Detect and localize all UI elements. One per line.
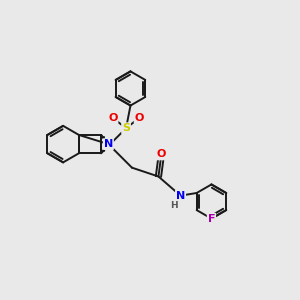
- Text: O: O: [108, 113, 118, 123]
- Text: N: N: [176, 190, 185, 201]
- Text: O: O: [157, 149, 166, 159]
- Text: O: O: [135, 113, 144, 123]
- Text: H: H: [170, 201, 178, 210]
- Text: N: N: [104, 139, 113, 149]
- Text: S: S: [122, 123, 130, 133]
- Text: F: F: [208, 214, 215, 224]
